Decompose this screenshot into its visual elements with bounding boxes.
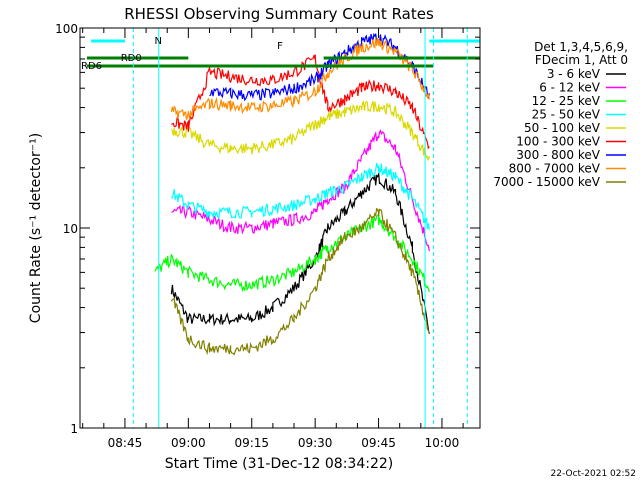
x-tick-label: 08:45 [108, 436, 143, 450]
series-line-5 [171, 54, 430, 150]
legend-label-6: 300 - 800 keV [516, 148, 600, 162]
legend-header-line-2: FDecim 1, Att 0 [535, 53, 628, 67]
legend-label-5: 100 - 300 keV [516, 135, 600, 149]
y-tick-label: 1 [70, 422, 78, 436]
x-tick-label: 09:00 [171, 436, 206, 450]
legend-label-1: 6 - 12 keV [539, 81, 601, 95]
plot-frame [79, 27, 481, 429]
series-line-8 [170, 207, 430, 356]
rd6-flag-label: RD6 [81, 61, 102, 72]
footer-date: 22-Oct-2021 02:52 [551, 469, 636, 479]
y-axis-title: Count Rate (s⁻¹ detector⁻¹) [28, 133, 44, 323]
rd0-flag-label: RD0 [121, 53, 142, 64]
legend-label-8: 7000 - 15000 keV [493, 175, 600, 189]
x-axis-title: Start Time (31-Dec-12 08:34:22) [165, 456, 393, 472]
x-tick-label: 09:45 [361, 436, 396, 450]
y-tick-label: 100 [55, 22, 78, 36]
legend-header-line-1: Det 1,3,4,5,6,9, [534, 40, 628, 54]
legend-label-2: 12 - 25 keV [532, 94, 601, 108]
legend-label-3: 25 - 50 keV [532, 108, 601, 122]
x-tick-label: 09:30 [298, 436, 333, 450]
series-line-4 [170, 100, 430, 161]
night-flag-label: N [155, 36, 162, 47]
legend-label-4: 50 - 100 keV [524, 121, 601, 135]
flare-flag-label: F [277, 41, 283, 52]
chart-title: RHESSI Observing Summary Count Rates [124, 5, 434, 23]
legend-label-0: 3 - 6 keV [547, 67, 601, 81]
series-line-1 [171, 128, 430, 252]
series-line-6 [209, 32, 430, 102]
x-tick-label: 10:00 [425, 436, 460, 450]
y-tick-label: 10 [63, 222, 78, 236]
x-tick-label: 09:15 [234, 436, 269, 450]
series-line-2 [154, 213, 430, 293]
series-line-7 [170, 38, 430, 120]
legend-label-7: 800 - 7000 keV [509, 162, 601, 176]
series-line-3 [171, 162, 430, 231]
